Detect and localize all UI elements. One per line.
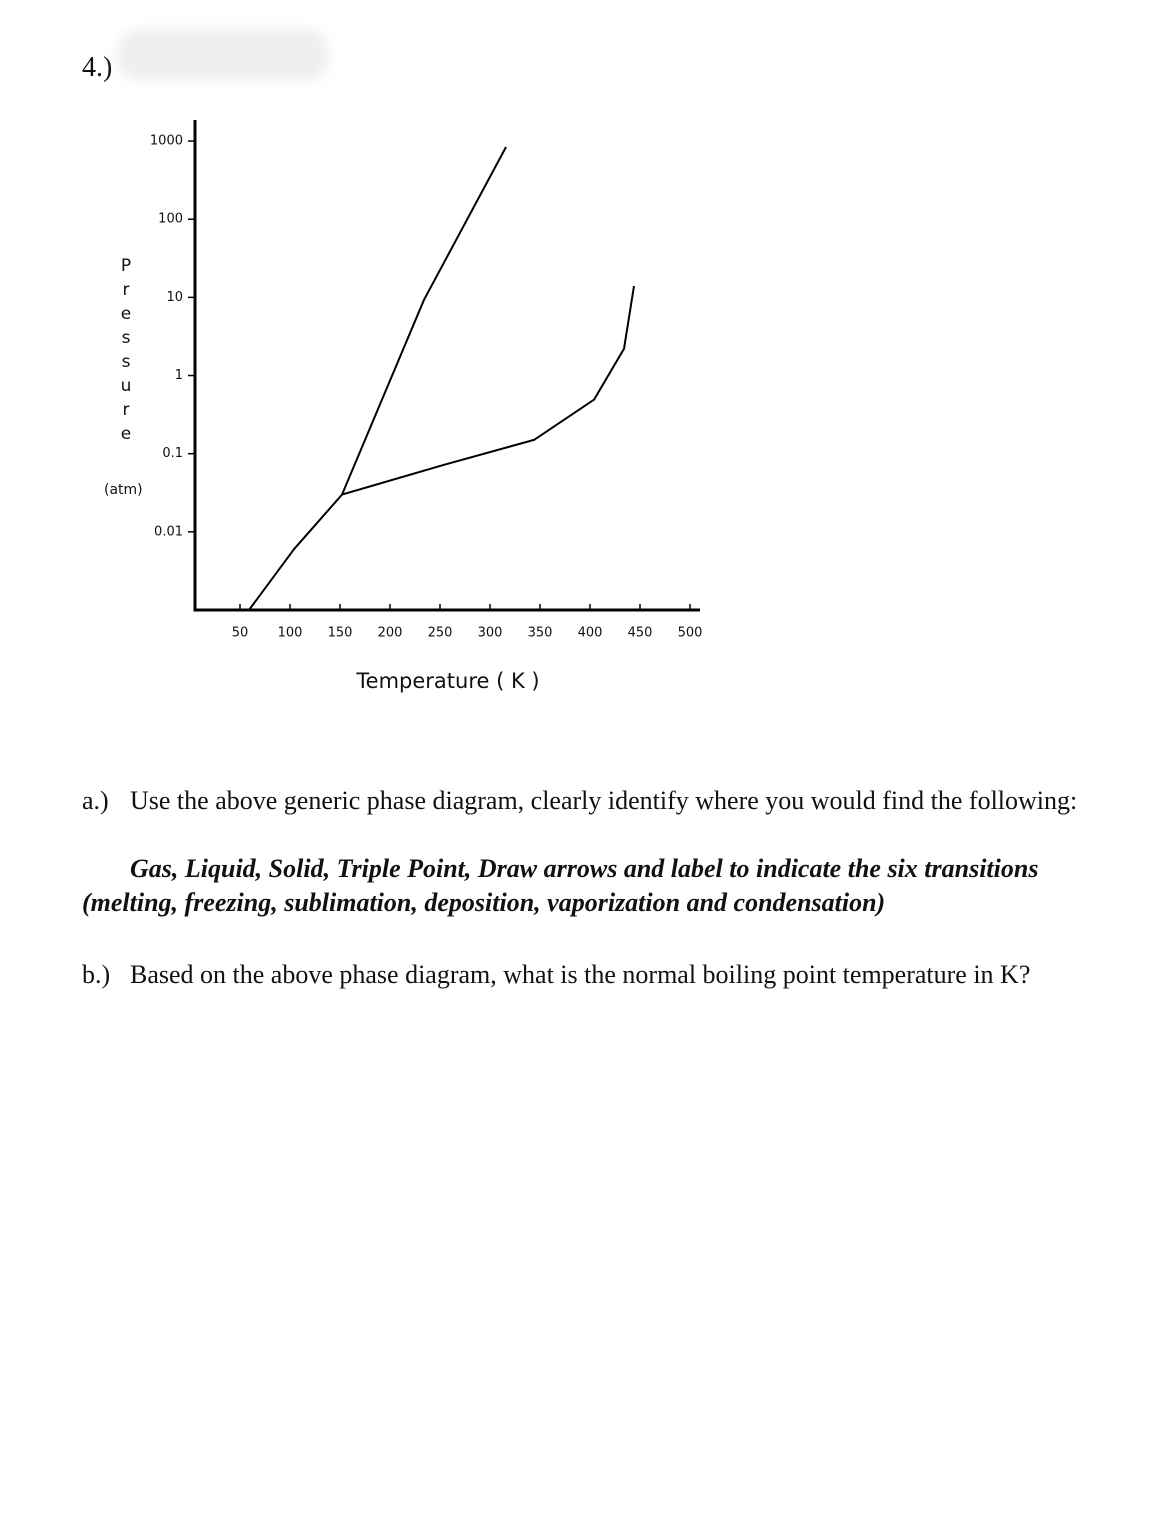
x-tick-label: 450 <box>628 626 653 641</box>
question-emphasis: Gas, Liquid, Solid, Triple Point, Draw a… <box>82 854 1039 917</box>
x-tick-label: 350 <box>528 626 553 641</box>
question-label: b.) <box>82 960 111 989</box>
x-tick-label: 100 <box>278 626 303 641</box>
phase-boundary <box>341 285 635 496</box>
x-tick-label: 50 <box>232 626 249 641</box>
x-tick-label: 400 <box>578 626 603 641</box>
x-axis-label: Temperature ( K ) <box>355 669 539 693</box>
question-label: a.) <box>82 786 109 815</box>
x-tick-label: 500 <box>678 626 703 641</box>
phase-boundary <box>341 146 507 495</box>
question-text: Use the above generic phase diagram, cle… <box>130 786 1078 815</box>
x-tick-label: 250 <box>428 626 453 641</box>
y-axis-unit: (atm) <box>104 482 143 498</box>
question-number: 4.) <box>82 52 113 83</box>
y-axis-label: Pressure <box>116 256 136 448</box>
y-tick-label: 0.01 <box>154 524 183 539</box>
chart: Temperature ( K ) 0.01 0.1 1 10 100 1000 50 100… <box>150 120 703 693</box>
redacted-blur <box>118 30 328 80</box>
phase-boundary <box>248 493 343 611</box>
y-tick-label: 1000 <box>150 134 183 149</box>
x-tick-label: 300 <box>478 626 503 641</box>
y-tick-label: 1 <box>175 368 183 383</box>
x-tick-label: 150 <box>328 626 353 641</box>
y-tick-label: 10 <box>166 290 183 305</box>
question-text: Based on the above phase diagram, what i… <box>130 960 1031 989</box>
x-tick-label: 200 <box>378 626 403 641</box>
y-tick-label: 0.1 <box>162 446 183 461</box>
y-tick-label: 100 <box>158 212 183 227</box>
